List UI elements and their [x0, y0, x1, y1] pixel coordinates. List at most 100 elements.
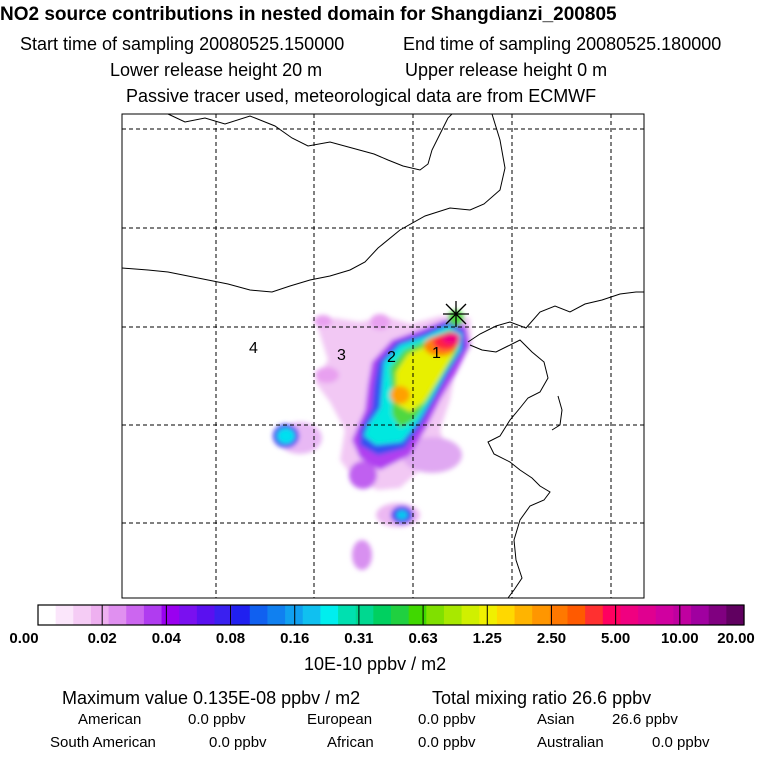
- border-line: [121, 113, 506, 293]
- colorbar-cell: [408, 605, 427, 625]
- colorbar-tick-label: 0.31: [344, 630, 374, 647]
- plume-outer: [352, 540, 372, 570]
- colorbar-cell: [196, 605, 216, 625]
- colorbar-cell: [302, 605, 321, 625]
- colorbar-unit: 10E-10 ppbv / m2: [304, 654, 447, 674]
- plume-outer: [314, 315, 332, 327]
- colorbar-cell: [532, 605, 551, 625]
- colorbar-tick-label: 10.00: [661, 630, 699, 647]
- colorbar-cell: [232, 605, 251, 625]
- region-name: Australian: [537, 734, 604, 751]
- colorbar-tick-label: 0.02: [87, 630, 117, 647]
- colorbar-cell: [355, 605, 374, 625]
- plume-orange: [390, 386, 410, 404]
- colorbar-cell: [620, 605, 639, 625]
- end-time-label: End time of sampling 20080525.180000: [403, 34, 722, 54]
- region-name: African: [327, 734, 374, 751]
- chart-title: NO2 source contributions in nested domai…: [0, 4, 617, 25]
- colorbar-cell: [426, 605, 445, 625]
- colorbar-cell: [338, 605, 357, 625]
- start-time-label: Start time of sampling 20080525.150000: [20, 34, 345, 54]
- colorbar-cell: [161, 605, 180, 625]
- colorbar-cell: [249, 605, 269, 625]
- colorbar-cell: [585, 605, 604, 625]
- plume-outer: [315, 367, 339, 383]
- colorbar-cell: [602, 605, 622, 625]
- region-name: South American: [50, 734, 156, 751]
- colorbar-tick-label: 20.00: [717, 630, 755, 647]
- colorbar-cell: [285, 605, 304, 625]
- colorbar-cell: [55, 605, 74, 625]
- colorbar-frame: [37, 604, 745, 626]
- colorbar-cell: [708, 605, 727, 625]
- colorbar-tick-label: 0.63: [408, 630, 438, 647]
- region-name: American: [78, 711, 142, 728]
- region-name: European: [307, 711, 373, 728]
- region-label-2: 2: [387, 349, 396, 366]
- colorbar-cell: [691, 605, 710, 625]
- colorbar-cell: [108, 605, 127, 625]
- region-value: 26.6 ppbv: [612, 711, 678, 728]
- region-label-1: 1: [432, 345, 441, 362]
- region-value: 0.0 ppbv: [209, 734, 267, 751]
- plume-blob: [277, 428, 295, 444]
- colorbar-cell: [267, 605, 286, 625]
- tracer-note: Passive tracer used, meteorological data…: [126, 86, 597, 106]
- colorbar-cell: [443, 605, 463, 625]
- border-line: [467, 291, 644, 343]
- plume-outer: [402, 437, 462, 473]
- upper-release-label: Upper release height 0 m: [405, 60, 608, 80]
- colorbar-cell: [90, 605, 110, 625]
- colorbar-cell: [461, 605, 480, 625]
- plume-outer: [370, 314, 390, 330]
- colorbar-cell: [638, 605, 657, 625]
- receptor-marker: [443, 301, 469, 327]
- colorbar-cell: [673, 605, 692, 625]
- colorbar-tick-label: 0.16: [280, 630, 310, 647]
- colorbar-cell: [214, 605, 233, 625]
- colorbar-cell: [143, 605, 163, 625]
- border-line: [167, 113, 453, 171]
- colorbar-cell: [38, 605, 57, 625]
- map-borders: [121, 113, 644, 599]
- colorbar-tick-label: 5.00: [601, 630, 631, 647]
- colorbar-cell: [320, 605, 339, 625]
- region-value: 0.0 ppbv: [652, 734, 710, 751]
- colorbar-tick-label: 0.00: [9, 630, 39, 647]
- plume-blob: [396, 510, 408, 520]
- lower-release-label: Lower release height 20 m: [110, 60, 323, 80]
- plume-field: [273, 310, 472, 570]
- colorbar-cell: [514, 605, 533, 625]
- colorbar-cell: [567, 605, 586, 625]
- total-mixing-label: Total mixing ratio 26.6 ppbv: [432, 688, 652, 708]
- colorbar-tick-label: 1.25: [472, 630, 502, 647]
- plume-outer: [349, 461, 377, 489]
- colorbar-cell: [479, 605, 498, 625]
- colorbar-cell: [391, 605, 410, 625]
- region-labels: 1 2 3 4: [249, 340, 441, 366]
- colorbar-cell: [549, 605, 569, 625]
- colorbar-cell: [126, 605, 145, 625]
- colorbar-cell: [496, 605, 516, 625]
- region-value: 0.0 ppbv: [418, 734, 476, 751]
- colorbar-cell: [373, 605, 392, 625]
- colorbar: [38, 605, 745, 625]
- border-line: [551, 395, 563, 431]
- region-value: 0.0 ppbv: [188, 711, 246, 728]
- region-label-4: 4: [249, 340, 258, 357]
- colorbar-tick-label: 0.08: [215, 630, 246, 647]
- colorbar-cell: [179, 605, 198, 625]
- colorbar-cell: [655, 605, 674, 625]
- region-name: Asian: [537, 711, 575, 728]
- region-label-3: 3: [337, 347, 346, 364]
- max-value-label: Maximum value 0.135E-08 ppbv / m2: [62, 688, 361, 708]
- colorbar-tick-label: 0.04: [151, 630, 181, 647]
- colorbar-tick-label: 2.50: [536, 630, 567, 647]
- plume-core: [442, 332, 460, 344]
- colorbar-cell: [73, 605, 92, 625]
- region-value: 0.0 ppbv: [418, 711, 476, 728]
- border-line: [469, 339, 551, 599]
- map-grid: [122, 114, 644, 598]
- colorbar-cell: [726, 605, 745, 625]
